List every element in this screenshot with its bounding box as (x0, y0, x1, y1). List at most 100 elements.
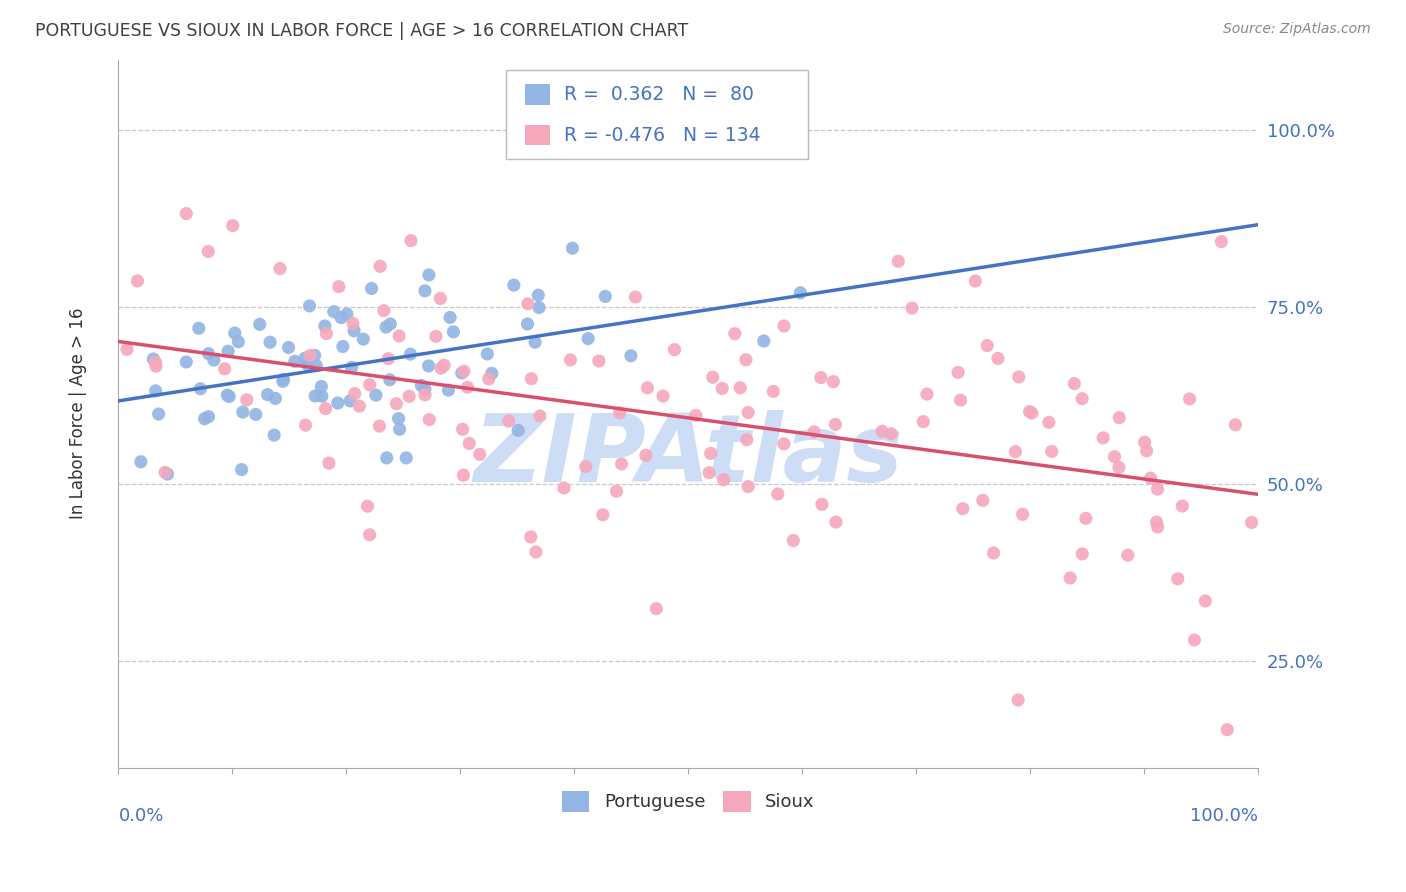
Text: PORTUGUESE VS SIOUX IN LABOR FORCE | AGE > 16 CORRELATION CHART: PORTUGUESE VS SIOUX IN LABOR FORCE | AGE… (35, 22, 689, 40)
Point (498, 414, 520, 428)
Point (145, 359, 167, 374)
Point (1146, 482, 1168, 496)
Point (305, 359, 328, 373)
Point (418, 359, 440, 373)
Point (1216, 723, 1239, 737)
Point (217, 388, 239, 402)
Point (375, 320, 398, 334)
Point (425, 329, 447, 343)
Point (359, 377, 381, 392)
Point (529, 409, 551, 423)
Point (418, 412, 440, 426)
Point (685, 409, 707, 423)
Point (1133, 435, 1156, 450)
Point (413, 388, 436, 402)
Point (713, 473, 735, 487)
Point (609, 406, 631, 420)
Point (735, 433, 758, 447)
Text: 0.0%: 0.0% (118, 806, 163, 824)
Point (699, 446, 721, 460)
Point (451, 422, 474, 436)
Point (520, 530, 543, 544)
Point (322, 304, 344, 318)
Point (1116, 548, 1139, 562)
Point (1059, 571, 1081, 585)
Point (174, 206, 197, 220)
Point (311, 379, 333, 393)
Point (870, 424, 893, 438)
Point (314, 318, 336, 333)
Point (398, 389, 420, 403)
Point (637, 381, 659, 395)
Point (789, 285, 811, 300)
Point (762, 384, 785, 399)
Point (315, 401, 337, 416)
Point (232, 405, 254, 419)
Point (236, 392, 259, 407)
Point (385, 397, 408, 411)
Point (1171, 499, 1194, 513)
Point (735, 352, 758, 367)
Point (304, 389, 326, 403)
Point (737, 405, 759, 419)
Point (359, 528, 381, 542)
Point (1146, 520, 1168, 534)
Point (373, 303, 395, 318)
Point (752, 334, 775, 348)
Point (388, 422, 411, 436)
Point (524, 545, 547, 559)
Point (527, 288, 550, 302)
Point (194, 411, 217, 425)
Point (468, 447, 491, 461)
Point (429, 292, 451, 306)
Point (553, 481, 575, 495)
Point (737, 480, 759, 494)
Point (1004, 444, 1026, 458)
Point (142, 351, 165, 366)
Point (311, 389, 333, 403)
Point (1178, 392, 1201, 406)
Point (1146, 515, 1168, 529)
Point (1071, 392, 1094, 406)
Point (304, 348, 326, 362)
Point (430, 361, 453, 376)
Point (508, 424, 530, 438)
Text: Source: ZipAtlas.com: Source: ZipAtlas.com (1223, 22, 1371, 37)
Point (437, 383, 460, 397)
Point (190, 382, 212, 396)
Point (524, 335, 547, 350)
Text: R =  0.362   N =  80: R = 0.362 N = 80 (564, 85, 754, 104)
Point (218, 390, 240, 404)
Point (411, 378, 433, 392)
Point (645, 601, 668, 615)
Point (610, 457, 633, 471)
Point (217, 344, 239, 359)
Point (129, 455, 152, 469)
Point (332, 339, 354, 353)
Point (271, 374, 294, 388)
Legend: Portuguese, Sioux: Portuguese, Sioux (555, 783, 821, 819)
Point (277, 341, 299, 355)
Point (284, 354, 307, 368)
Point (388, 329, 411, 343)
Point (340, 360, 363, 375)
Point (330, 310, 353, 325)
Point (1018, 404, 1040, 418)
Point (156, 467, 179, 481)
Point (375, 450, 398, 465)
Point (824, 417, 846, 432)
Point (477, 347, 499, 361)
Point (294, 351, 316, 366)
Point (378, 373, 401, 387)
Point (588, 354, 610, 368)
Point (702, 370, 724, 384)
Point (576, 332, 599, 346)
Point (259, 335, 281, 350)
Point (976, 338, 998, 352)
Point (946, 366, 969, 380)
Point (228, 334, 250, 349)
Point (1108, 460, 1130, 475)
Point (456, 380, 478, 394)
Point (1225, 417, 1247, 432)
Point (399, 347, 422, 361)
